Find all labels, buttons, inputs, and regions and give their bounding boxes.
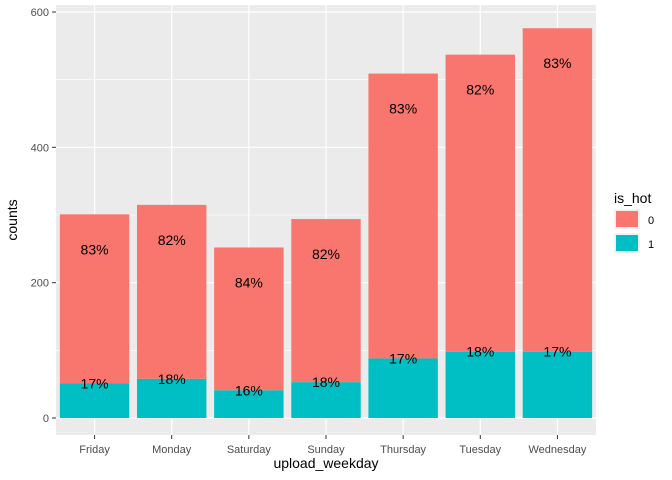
bar-percent-label: 16% bbox=[235, 382, 263, 398]
x-tick-label: Wednesday bbox=[528, 444, 586, 456]
bar-segment-1 bbox=[291, 382, 361, 418]
bar-percent-label: 83% bbox=[543, 55, 571, 71]
bar-percent-label: 17% bbox=[543, 344, 571, 360]
bars-layer bbox=[59, 28, 593, 418]
bar-percent-label: 83% bbox=[81, 241, 109, 257]
bar-labels-layer: 83% 17% 82% 18% 84% 16% 82% 18% 83% 17% 82% 18% 83% 1… bbox=[81, 55, 572, 398]
bar-percent-label: 82% bbox=[312, 246, 340, 262]
bar-segment-0 bbox=[445, 54, 515, 352]
x-tick-label: Monday bbox=[152, 444, 192, 456]
x-tick-label: Friday bbox=[79, 444, 110, 456]
y-tick-label: 600 bbox=[31, 7, 49, 19]
legend-swatch-1 bbox=[616, 235, 638, 251]
bar-percent-label: 82% bbox=[466, 82, 494, 98]
bar-segment-1 bbox=[59, 383, 130, 418]
bar-percent-label: 82% bbox=[158, 232, 186, 248]
bar-segment-1 bbox=[214, 390, 284, 418]
y-tick-label: 0 bbox=[43, 413, 49, 425]
x-tick-label: Thursday bbox=[380, 444, 426, 456]
legend-title: is_hot bbox=[614, 190, 651, 206]
y-axis: 0 200 400 600 bbox=[31, 7, 56, 425]
legend: is_hot 0 1 bbox=[614, 190, 654, 253]
bar-percent-label: 83% bbox=[389, 101, 417, 117]
bar-percent-label: 18% bbox=[158, 371, 186, 387]
y-tick-label: 400 bbox=[31, 142, 49, 154]
bar-segment-0 bbox=[291, 219, 361, 383]
bar-segment-0 bbox=[368, 73, 438, 359]
x-tick-label: Tuesday bbox=[459, 444, 501, 456]
x-tick-label: Sunday bbox=[307, 444, 345, 456]
bar-percent-label: 18% bbox=[312, 374, 340, 390]
y-axis-title: counts bbox=[4, 199, 20, 240]
bar-segment-0 bbox=[522, 28, 593, 352]
legend-swatch-0 bbox=[616, 211, 638, 227]
bar-percent-label: 17% bbox=[389, 350, 417, 366]
x-axis: Friday Monday Saturday Sunday Thursday Tuesda… bbox=[79, 435, 587, 456]
bar-segment-0 bbox=[59, 214, 130, 384]
bar-segment-0 bbox=[214, 247, 284, 391]
bar-segment-1 bbox=[137, 378, 207, 418]
legend-label-1: 1 bbox=[648, 239, 654, 251]
bar-percent-label: 18% bbox=[466, 344, 494, 360]
bar-segment-1 bbox=[445, 351, 515, 418]
bar-segment-0 bbox=[137, 204, 207, 379]
x-tick-label: Saturday bbox=[227, 444, 272, 456]
legend-label-0: 0 bbox=[648, 215, 654, 227]
y-tick-label: 200 bbox=[31, 278, 49, 290]
bar-segment-1 bbox=[522, 351, 593, 418]
x-axis-title: upload_weekday bbox=[273, 455, 378, 471]
bar-segment-1 bbox=[368, 358, 438, 418]
bar-percent-label: 17% bbox=[81, 375, 109, 391]
bar-percent-label: 84% bbox=[235, 274, 263, 290]
